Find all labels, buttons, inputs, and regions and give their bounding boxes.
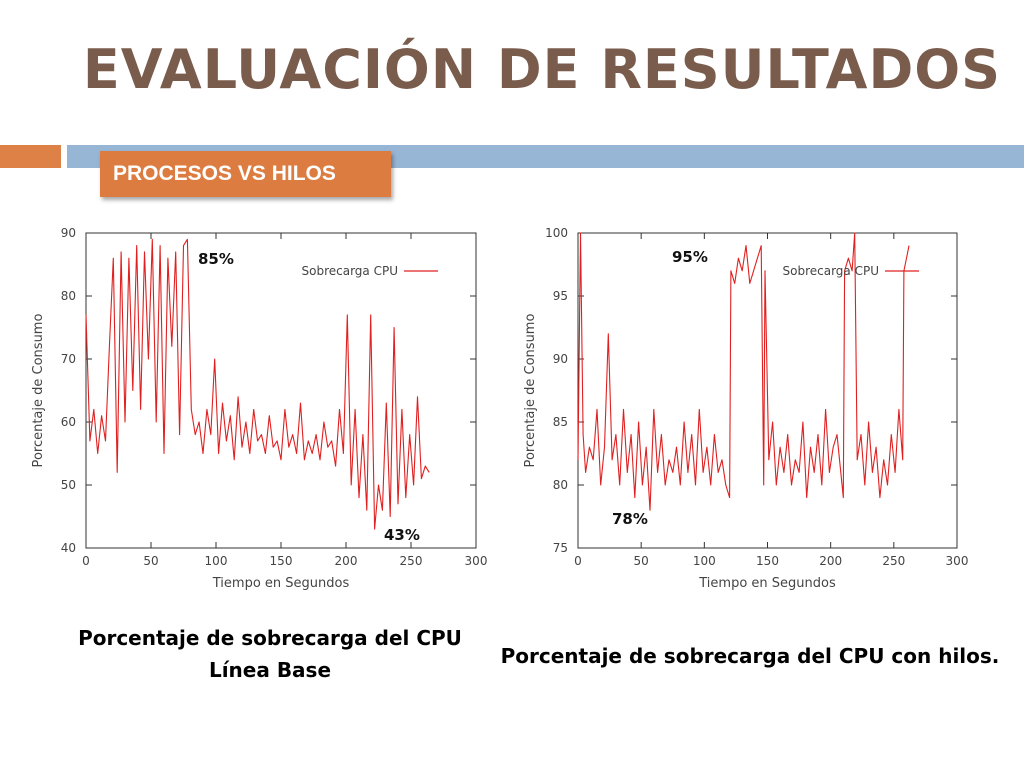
caption-baseline-line1: Porcentaje de sobrecarga del CPU [78, 626, 462, 650]
x-tick-label: 0 [82, 554, 90, 568]
annotation-label: 43% [384, 526, 420, 544]
chart-threads: 0 50 100 150 200 250 300 75 80 85 90 95 100 Tiempo en… [523, 226, 969, 591]
series-line [577, 232, 910, 511]
y-tick-label: 50 [61, 478, 76, 492]
slide-title: EVALUACIÓN DE RESULTADOS [82, 38, 1002, 101]
y-tick-label: 100 [545, 226, 568, 240]
annotation-label: 78% [612, 510, 648, 528]
x-tick-label: 300 [465, 554, 488, 568]
legend-label: Sobrecarga CPU [783, 264, 880, 278]
plot-frame [85, 232, 477, 549]
x-tick-label: 50 [634, 554, 649, 568]
section-badge: PROCESOS VS HILOS [100, 151, 391, 197]
annotation-label: 95% [672, 248, 708, 266]
y-tick-label: 85 [553, 415, 568, 429]
legend-label: Sobrecarga CPU [302, 264, 399, 278]
caption-baseline: Porcentaje de sobrecarga del CPU Línea B… [60, 622, 480, 686]
x-tick-label: 100 [205, 554, 228, 568]
y-axis-label: Porcentaje de Consumo [31, 314, 46, 468]
caption-baseline-line2: Línea Base [208, 658, 332, 682]
chart-baseline: 0 50 100 150 200 250 300 40 50 60 70 80 90 Tiempo en … [31, 226, 488, 591]
x-tick-label: 0 [574, 554, 582, 568]
y-tick-label: 80 [553, 478, 568, 492]
y-tick-label: 75 [553, 541, 568, 555]
x-axis-label: Tiempo en Segundos [698, 576, 836, 591]
y-tick-label: 70 [61, 352, 76, 366]
y-axis-label: Porcentaje de Consumo [523, 314, 538, 468]
x-tick-label: 50 [143, 554, 158, 568]
accent-bar-left [0, 145, 61, 168]
series-line [85, 238, 430, 530]
x-tick-label: 300 [946, 554, 969, 568]
caption-threads: Porcentaje de sobrecarga del CPU con hil… [500, 644, 1000, 668]
annotation-label: 85% [198, 250, 234, 268]
x-tick-label: 150 [756, 554, 779, 568]
x-tick-label: 200 [335, 554, 358, 568]
x-tick-label: 150 [270, 554, 293, 568]
y-tick-label: 40 [61, 541, 76, 555]
y-tick-label: 60 [61, 415, 76, 429]
y-tick-label: 95 [553, 289, 568, 303]
x-tick-label: 200 [819, 554, 842, 568]
x-tick-label: 250 [400, 554, 423, 568]
y-tick-label: 90 [61, 226, 76, 240]
x-tick-label: 100 [693, 554, 716, 568]
x-tick-label: 250 [882, 554, 905, 568]
y-tick-label: 90 [553, 352, 568, 366]
y-tick-label: 80 [61, 289, 76, 303]
x-axis-label: Tiempo en Segundos [212, 576, 350, 591]
